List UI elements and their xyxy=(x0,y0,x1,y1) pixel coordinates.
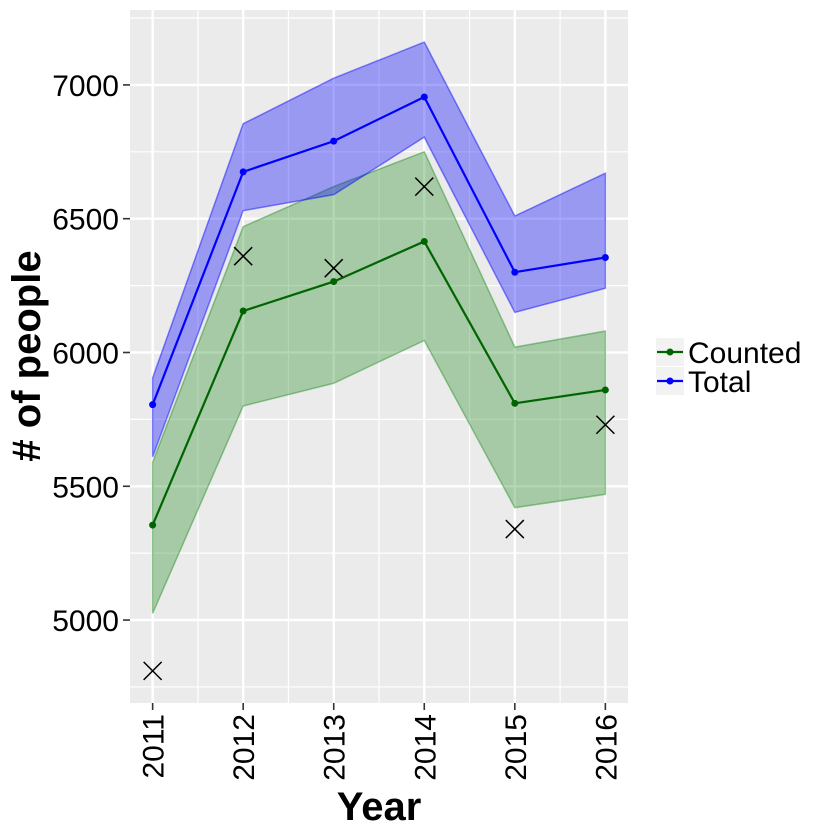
point-total xyxy=(149,401,157,409)
y-tick-label: 6000 xyxy=(52,337,119,370)
y-axis: 5000 5500 6000 6500 7000 xyxy=(52,70,130,638)
observed-marker xyxy=(324,258,344,278)
observed-markers xyxy=(143,177,615,681)
observed-marker xyxy=(414,177,434,197)
legend-label-total: Total xyxy=(688,366,751,399)
point-counted xyxy=(511,399,519,407)
observed-marker xyxy=(233,246,253,266)
observed-marker xyxy=(505,519,525,539)
x-tick-label: 2015 xyxy=(500,714,533,781)
band-total xyxy=(151,41,607,458)
point-total xyxy=(511,268,519,276)
line-counted xyxy=(151,240,606,526)
confidence-bands xyxy=(151,41,607,614)
point-counted xyxy=(149,521,157,529)
y-tick-label: 5500 xyxy=(52,471,119,504)
point-total xyxy=(239,168,247,176)
point-total xyxy=(420,93,428,101)
legend-dot-total xyxy=(666,377,674,385)
x-tick-label: 2014 xyxy=(409,714,442,781)
y-tick-label: 6500 xyxy=(52,204,119,237)
legend: Counted Total xyxy=(656,337,801,399)
grid-major xyxy=(130,10,628,703)
x-tick-label: 2012 xyxy=(228,714,261,781)
grid-minor xyxy=(130,10,628,703)
legend-item-counted: Counted xyxy=(656,337,801,370)
y-tick-label: 7000 xyxy=(52,70,119,103)
point-counted xyxy=(330,278,338,286)
point-total xyxy=(330,137,338,145)
point-counted xyxy=(601,386,609,394)
point-total xyxy=(601,254,609,261)
point-counted xyxy=(420,237,428,245)
x-axis-title: Year xyxy=(337,785,422,829)
legend-label-counted: Counted xyxy=(688,337,801,370)
observed-marker xyxy=(595,415,615,435)
point-counted xyxy=(239,307,247,315)
x-tick-label: 2013 xyxy=(319,714,352,781)
legend-item-total: Total xyxy=(656,366,751,399)
observed-marker xyxy=(143,661,163,681)
legend-dot-counted xyxy=(666,348,674,356)
y-tick-label: 5000 xyxy=(52,605,119,638)
x-axis: 2011 2012 2013 2014 2015 2016 xyxy=(138,703,623,781)
x-tick-label: 2011 xyxy=(138,714,171,779)
y-axis-title: # of people xyxy=(5,250,49,461)
series-lines xyxy=(151,95,606,526)
band-counted xyxy=(151,150,607,614)
x-tick-label: 2016 xyxy=(590,714,623,781)
line-total xyxy=(151,95,606,406)
series-points xyxy=(149,93,609,529)
